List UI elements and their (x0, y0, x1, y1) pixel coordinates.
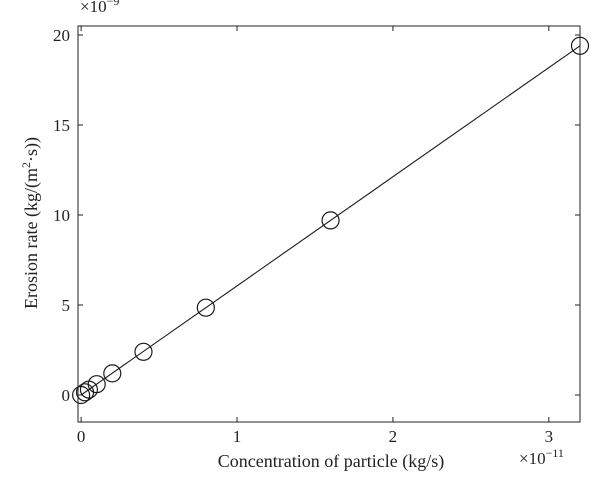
plot-layer: 0 1 2 3 0 5 10 15 20 (53, 25, 590, 446)
data-point (196, 298, 215, 317)
y-multiplier-exponent: −9 (107, 0, 120, 8)
data-point (103, 364, 122, 383)
data-point (87, 375, 106, 394)
x-tick-label: 0 (77, 427, 86, 446)
x-axis-title: Concentration of particle (kg/s) (218, 451, 444, 472)
y-axis-title-main: Erosion rate (kg/(m (21, 168, 42, 309)
y-tick-label: 10 (53, 206, 70, 225)
y-axis-multiplier: ×10−9 (80, 0, 119, 16)
x-multiplier-base: ×10 (519, 449, 546, 468)
data-point (570, 36, 590, 55)
x-tick-label: 3 (545, 427, 554, 446)
y-tick-label: 5 (62, 296, 71, 315)
fit-line (80, 45, 581, 396)
y-axis-title: Erosion rate (kg/(m2·s)) (19, 137, 42, 309)
x-tick-label: 2 (389, 427, 398, 446)
y-tick-label: 0 (62, 386, 71, 405)
x-tick-label: 1 (233, 427, 242, 446)
x-axis-multiplier: ×10−11 (519, 446, 564, 468)
x-multiplier-exponent: −11 (546, 446, 564, 460)
plot-frame (77, 25, 581, 423)
y-tick-label: 15 (53, 116, 70, 135)
y-multiplier-base: ×10 (80, 0, 107, 16)
y-axis-title-sup: 2 (19, 162, 33, 168)
y-tick-label: 20 (53, 26, 70, 45)
y-axis-title-tail: ·s)) (21, 137, 42, 162)
data-point (134, 342, 153, 361)
data-point (321, 211, 340, 230)
